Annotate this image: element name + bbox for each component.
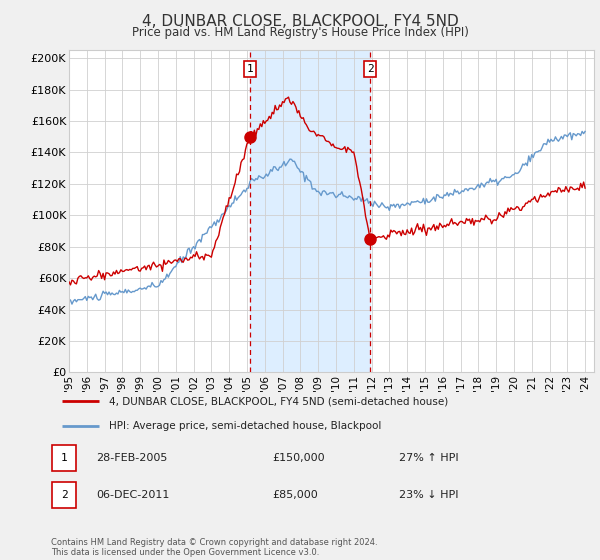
- Text: 27% ↑ HPI: 27% ↑ HPI: [400, 453, 459, 463]
- Text: 4, DUNBAR CLOSE, BLACKPOOL, FY4 5ND (semi-detached house): 4, DUNBAR CLOSE, BLACKPOOL, FY4 5ND (sem…: [109, 396, 448, 407]
- Text: Price paid vs. HM Land Registry's House Price Index (HPI): Price paid vs. HM Land Registry's House …: [131, 26, 469, 39]
- Text: 2: 2: [61, 490, 68, 500]
- Text: 06-DEC-2011: 06-DEC-2011: [96, 490, 169, 500]
- FancyBboxPatch shape: [52, 482, 76, 508]
- Text: 23% ↓ HPI: 23% ↓ HPI: [400, 490, 459, 500]
- Text: HPI: Average price, semi-detached house, Blackpool: HPI: Average price, semi-detached house,…: [109, 421, 382, 431]
- Text: 4, DUNBAR CLOSE, BLACKPOOL, FY4 5ND: 4, DUNBAR CLOSE, BLACKPOOL, FY4 5ND: [142, 14, 458, 29]
- Text: Contains HM Land Registry data © Crown copyright and database right 2024.
This d: Contains HM Land Registry data © Crown c…: [51, 538, 377, 557]
- Text: 1: 1: [61, 453, 68, 463]
- Text: 2: 2: [367, 64, 373, 74]
- Text: £150,000: £150,000: [273, 453, 325, 463]
- Text: 1: 1: [247, 64, 253, 74]
- FancyBboxPatch shape: [52, 445, 76, 471]
- Text: £85,000: £85,000: [273, 490, 319, 500]
- Text: 28-FEB-2005: 28-FEB-2005: [96, 453, 167, 463]
- Bar: [250, 50, 370, 372]
